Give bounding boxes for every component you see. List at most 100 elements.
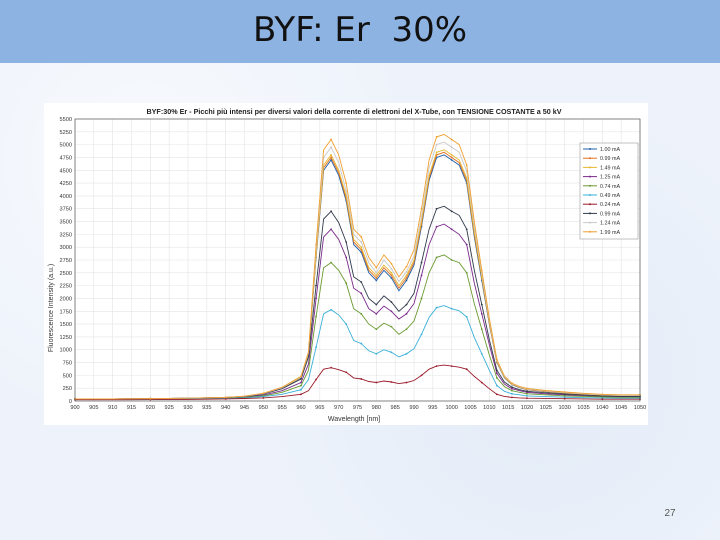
x-tick-label: 935 [202, 405, 211, 411]
data-point [360, 241, 363, 243]
x-tick-label: 995 [428, 405, 437, 411]
data-point [465, 164, 468, 167]
data-point [315, 297, 317, 300]
x-tick-label: 940 [221, 405, 230, 411]
slide-title: BYF: Er 30% [252, 10, 468, 50]
data-point [375, 271, 378, 274]
data-point [465, 316, 468, 318]
data-point [390, 310, 393, 313]
legend-marker [589, 184, 591, 187]
data-point [465, 368, 468, 371]
legend-marker [589, 203, 591, 206]
y-tick-label: 3250 [60, 232, 72, 238]
data-point [420, 207, 423, 210]
y-tick-label: 3000 [60, 245, 72, 251]
data-point [495, 372, 498, 375]
legend-label: 0.99 mA [600, 211, 620, 217]
x-tick-label: 915 [127, 405, 136, 411]
y-tick-label: 4250 [60, 181, 72, 187]
data-point [360, 236, 363, 238]
data-point [375, 312, 378, 315]
data-point [300, 378, 302, 380]
title-bar: BYF: Er 30% [0, 0, 720, 63]
data-point [390, 262, 393, 265]
y-tick-label: 0 [69, 399, 72, 405]
data-point [330, 366, 333, 369]
legend-label: 1.25 mA [600, 175, 620, 181]
data-point [262, 395, 265, 398]
data-point [465, 271, 468, 274]
x-tick-label: 1030 [558, 405, 570, 411]
y-tick-label: 4000 [60, 194, 72, 200]
data-point [526, 397, 528, 400]
y-tick-label: 750 [63, 361, 72, 367]
data-point [345, 256, 348, 259]
data-point [495, 377, 498, 379]
chart-grid [74, 118, 641, 402]
data-point [405, 381, 408, 384]
data-point [495, 358, 498, 361]
data-point [330, 261, 333, 264]
data-point [526, 387, 528, 390]
data-point [480, 352, 483, 355]
y-tick-label: 250 [63, 386, 72, 392]
data-point [345, 182, 348, 184]
legend-label: 1.24 mA [600, 221, 620, 227]
y-tick-label: 2750 [60, 258, 72, 264]
data-point [360, 312, 363, 315]
data-point [330, 153, 333, 156]
data-point [345, 241, 348, 243]
y-tick-label: 4500 [60, 168, 72, 174]
data-point [375, 303, 378, 306]
data-point [420, 274, 423, 277]
data-point [405, 270, 408, 273]
data-point [315, 378, 317, 381]
data-point [450, 210, 453, 213]
data-point [262, 397, 265, 399]
legend-label: 1.00 mA [600, 147, 620, 153]
data-point [360, 342, 363, 345]
data-point [511, 382, 513, 385]
y-tick-label: 5000 [60, 143, 72, 149]
data-point [450, 159, 453, 161]
data-point [435, 256, 438, 259]
y-tick-label: 1500 [60, 322, 72, 328]
data-point [390, 277, 393, 279]
data-point [300, 393, 302, 396]
y-tick-label: 1250 [60, 335, 72, 341]
x-tick-label: 960 [296, 405, 305, 411]
data-point [435, 225, 438, 228]
data-point [563, 393, 566, 395]
x-tick-label: 1035 [577, 405, 589, 411]
data-point [360, 281, 363, 283]
data-point [330, 159, 333, 161]
data-point [330, 146, 333, 149]
data-point [300, 388, 302, 391]
x-tick-label: 920 [146, 405, 155, 411]
data-point [601, 393, 604, 396]
data-point [511, 386, 513, 389]
legend-marker [589, 148, 591, 150]
x-tick-label: 1015 [502, 405, 514, 411]
data-point [435, 365, 438, 368]
chart-container: BYF:30% Er - Picchi più intensi per dive… [44, 103, 648, 425]
data-point [465, 243, 468, 246]
y-tick-label: 4750 [60, 155, 72, 161]
data-point [330, 138, 333, 141]
x-tick-label: 900 [70, 405, 79, 411]
data-point [480, 381, 483, 384]
x-tick-label: 905 [89, 405, 98, 411]
data-point [390, 274, 393, 277]
x-tick-label: 1050 [634, 405, 646, 411]
x-tick-label: 965 [315, 405, 324, 411]
x-tick-label: 1025 [540, 405, 552, 411]
data-point [375, 266, 378, 269]
legend-label: 1.49 mA [600, 165, 620, 171]
x-tick-label: 975 [353, 405, 362, 411]
data-point [450, 138, 453, 141]
data-point [345, 323, 348, 325]
data-point [405, 352, 408, 355]
data-point [315, 346, 317, 349]
data-point [563, 397, 566, 400]
data-point [420, 261, 423, 264]
